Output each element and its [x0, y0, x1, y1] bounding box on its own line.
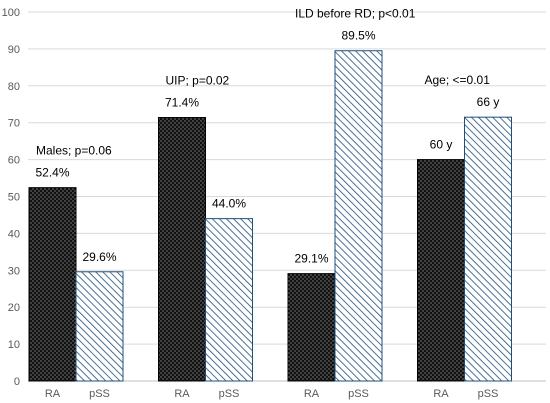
- bar-pss: [464, 116, 512, 382]
- bar-value-label: 29.6%: [82, 250, 116, 264]
- bar-ra: [417, 159, 465, 382]
- x-category-label: pSS: [348, 388, 369, 400]
- bar-ra: [28, 187, 77, 382]
- bar-value-label: 44.0%: [212, 197, 246, 211]
- y-tick-label: 40: [8, 228, 20, 240]
- labels: 52.4% RA 29.6% pSS Males; p=0.06 71.4% RA 44.0%…: [35, 7, 499, 400]
- bar-value-label: 29.1%: [294, 252, 328, 266]
- y-tick-label: 100: [2, 7, 20, 19]
- group-annotation: Age; <=0.01: [425, 73, 491, 87]
- y-tick-label: 30: [8, 265, 20, 277]
- bars: [28, 50, 512, 382]
- bar-ra: [287, 273, 336, 382]
- y-tick-label: 70: [8, 118, 20, 130]
- bar-pss: [75, 271, 124, 382]
- group-annotation: UIP; p=0.02: [166, 74, 230, 88]
- bar-value-label: 71.4%: [165, 96, 199, 110]
- bar-ra: [158, 117, 206, 382]
- bar-value-label: 52.4%: [35, 166, 69, 180]
- x-category-label: pSS: [478, 388, 499, 400]
- y-tick-label: 0: [14, 376, 20, 388]
- bar-value-label: 66 y: [477, 95, 500, 109]
- bar-pss: [334, 50, 383, 382]
- y-tick-label: 60: [8, 155, 20, 167]
- y-axis-ticks: 0 10 20 30 40 50 60 70 80 90 100: [2, 7, 20, 388]
- group-annotation: Males; p=0.06: [36, 144, 112, 158]
- group-annotation: ILD before RD; p<0.01: [295, 7, 416, 21]
- y-tick-label: 90: [8, 44, 20, 56]
- y-tick-label: 20: [8, 302, 20, 314]
- bar-value-label: 89.5%: [341, 29, 375, 43]
- bar-pss: [205, 218, 253, 382]
- x-category-label: RA: [174, 388, 190, 400]
- y-tick-label: 80: [8, 81, 20, 93]
- x-category-label: RA: [433, 388, 449, 400]
- bar-value-label: 60 y: [430, 138, 453, 152]
- x-category-label: pSS: [219, 388, 240, 400]
- x-category-label: RA: [45, 388, 61, 400]
- x-category-label: RA: [304, 388, 320, 400]
- x-category-label: pSS: [89, 388, 110, 400]
- y-tick-label: 50: [8, 192, 20, 204]
- y-tick-label: 10: [8, 339, 20, 351]
